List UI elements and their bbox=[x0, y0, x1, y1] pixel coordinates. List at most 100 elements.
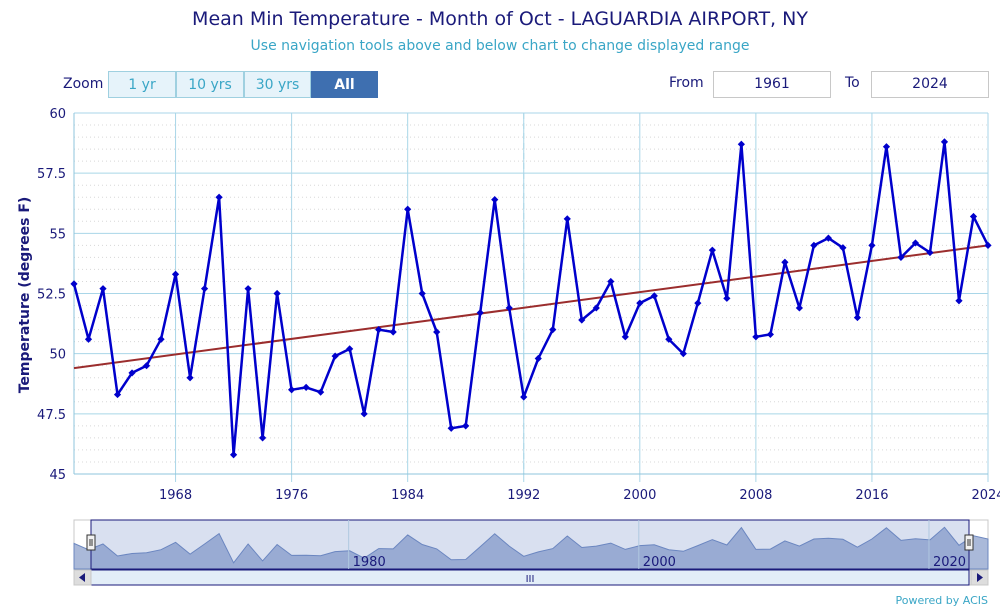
data-point-1982[interactable] bbox=[375, 326, 383, 334]
trend-line-segment bbox=[73, 244, 989, 370]
data-point-1971[interactable] bbox=[215, 193, 223, 201]
data-point-2008[interactable] bbox=[752, 333, 760, 341]
navigator-label: 2000 bbox=[643, 555, 676, 570]
data-point-1976[interactable] bbox=[288, 386, 296, 394]
data-point-1975[interactable] bbox=[273, 289, 281, 298]
x-tick-label: 1968 bbox=[159, 488, 192, 503]
chevron-right-icon bbox=[977, 573, 983, 582]
data-point-1996[interactable] bbox=[578, 316, 586, 324]
series-line bbox=[72, 140, 990, 456]
data-point-1992[interactable] bbox=[520, 393, 528, 401]
data-point-2006[interactable] bbox=[723, 294, 731, 302]
data-point-2003[interactable] bbox=[679, 350, 687, 358]
data-point-2013[interactable] bbox=[824, 234, 833, 242]
navigator-label: 1980 bbox=[353, 555, 386, 570]
data-point-2010[interactable] bbox=[781, 258, 789, 266]
data-point-1988[interactable] bbox=[462, 422, 470, 430]
data-point-2023[interactable] bbox=[969, 212, 978, 221]
data-point-1983[interactable] bbox=[389, 328, 397, 336]
data-point-1970[interactable] bbox=[200, 285, 209, 293]
data-point-2015[interactable] bbox=[853, 313, 862, 322]
zoom-label: Zoom bbox=[63, 76, 104, 92]
data-point-1993[interactable] bbox=[534, 354, 542, 363]
chart-title: Mean Min Temperature - Month of Oct - LA… bbox=[192, 8, 808, 30]
data-point-1965[interactable] bbox=[128, 369, 136, 377]
data-point-1986[interactable] bbox=[433, 328, 441, 336]
data-point-1974[interactable] bbox=[259, 434, 267, 442]
data-point-2009[interactable] bbox=[766, 330, 774, 339]
data-point-1984[interactable] bbox=[404, 205, 412, 213]
zoom-30yrs-button[interactable]: 30 yrs bbox=[244, 71, 311, 98]
x-tick-label: 1992 bbox=[507, 488, 540, 503]
data-point-1981[interactable] bbox=[360, 410, 368, 418]
data-point-1977[interactable] bbox=[302, 383, 310, 391]
trend-line bbox=[73, 244, 989, 370]
data-point-1966[interactable] bbox=[142, 362, 151, 370]
data-point-2020[interactable] bbox=[926, 248, 934, 257]
data-point-2017[interactable] bbox=[882, 143, 891, 151]
data-point-2014[interactable] bbox=[839, 244, 847, 252]
data-point-2021[interactable] bbox=[940, 138, 949, 146]
data-point-1998[interactable] bbox=[607, 277, 615, 286]
data-point-1969[interactable] bbox=[186, 374, 194, 382]
y-tick-label: 57.5 bbox=[37, 167, 66, 182]
data-point-1967[interactable] bbox=[157, 335, 165, 343]
navigator-selection[interactable] bbox=[90, 519, 970, 570]
data-point-1985[interactable] bbox=[418, 289, 426, 298]
y-tick-label: 47.5 bbox=[37, 408, 66, 423]
data-point-1961[interactable] bbox=[70, 280, 78, 288]
to-year-input[interactable]: 2024 bbox=[871, 71, 989, 98]
data-point-2011[interactable] bbox=[795, 304, 803, 312]
y-axis-title: Temperature (degrees F) bbox=[17, 197, 33, 394]
data-point-2000[interactable] bbox=[636, 299, 644, 307]
data-point-2012[interactable] bbox=[810, 241, 818, 249]
data-point-1964[interactable] bbox=[113, 390, 122, 399]
data-point-1995[interactable] bbox=[563, 215, 571, 223]
data-point-1989[interactable] bbox=[476, 309, 484, 317]
data-point-2024[interactable] bbox=[984, 241, 992, 249]
data-point-2004[interactable] bbox=[694, 299, 702, 307]
navigator-left-handle[interactable] bbox=[86, 534, 96, 551]
handle-body bbox=[86, 534, 96, 551]
data-point-2022[interactable] bbox=[955, 297, 963, 305]
data-point-1999[interactable] bbox=[621, 333, 629, 341]
zoom-1yr-button[interactable]: 1 yr bbox=[108, 71, 176, 98]
data-point-1979[interactable] bbox=[331, 352, 339, 360]
data-point-2002[interactable] bbox=[665, 335, 673, 343]
y-tick-label: 60 bbox=[49, 107, 66, 122]
data-point-1973[interactable] bbox=[244, 285, 252, 293]
zoom-10yrs-button[interactable]: 10 yrs bbox=[176, 71, 244, 98]
data-point-1991[interactable] bbox=[505, 304, 513, 312]
credit-link[interactable]: Powered by ACIS bbox=[895, 594, 989, 607]
data-point-1978[interactable] bbox=[317, 388, 325, 396]
data-point-2007[interactable] bbox=[737, 140, 745, 148]
x-tick-label: 2016 bbox=[855, 488, 888, 503]
x-tick-label: 1984 bbox=[391, 488, 424, 503]
data-point-1963[interactable] bbox=[99, 285, 107, 293]
y-tick-label: 50 bbox=[49, 348, 66, 363]
data-point-1968[interactable] bbox=[171, 270, 180, 278]
data-point-2019[interactable] bbox=[911, 239, 920, 247]
data-point-1980[interactable] bbox=[346, 345, 354, 353]
navigator[interactable]: 1980 2000 2020 III bbox=[73, 519, 989, 586]
navigator-right-handle[interactable] bbox=[964, 534, 974, 551]
y-tick-label: 52.5 bbox=[37, 288, 66, 303]
data-point-2018[interactable] bbox=[897, 253, 905, 261]
zoom-all-button[interactable]: All bbox=[311, 71, 378, 98]
navigator-area bbox=[73, 526, 989, 570]
data-point-2001[interactable] bbox=[650, 292, 658, 300]
data-point-1997[interactable] bbox=[592, 304, 600, 312]
data-point-1994[interactable] bbox=[549, 326, 557, 334]
grid bbox=[74, 112, 989, 475]
data-point-2005[interactable] bbox=[708, 246, 716, 254]
data-point-2016[interactable] bbox=[868, 241, 876, 249]
to-label: To bbox=[845, 75, 860, 91]
y-tick-label: 45 bbox=[49, 468, 66, 483]
data-point-1962[interactable] bbox=[84, 335, 93, 343]
data-point-1972[interactable] bbox=[229, 451, 238, 459]
from-year-input[interactable]: 1961 bbox=[713, 71, 831, 98]
data-point-1990[interactable] bbox=[491, 196, 499, 204]
data-point-1987[interactable] bbox=[447, 424, 455, 432]
navigator-label: 2020 bbox=[933, 555, 966, 570]
